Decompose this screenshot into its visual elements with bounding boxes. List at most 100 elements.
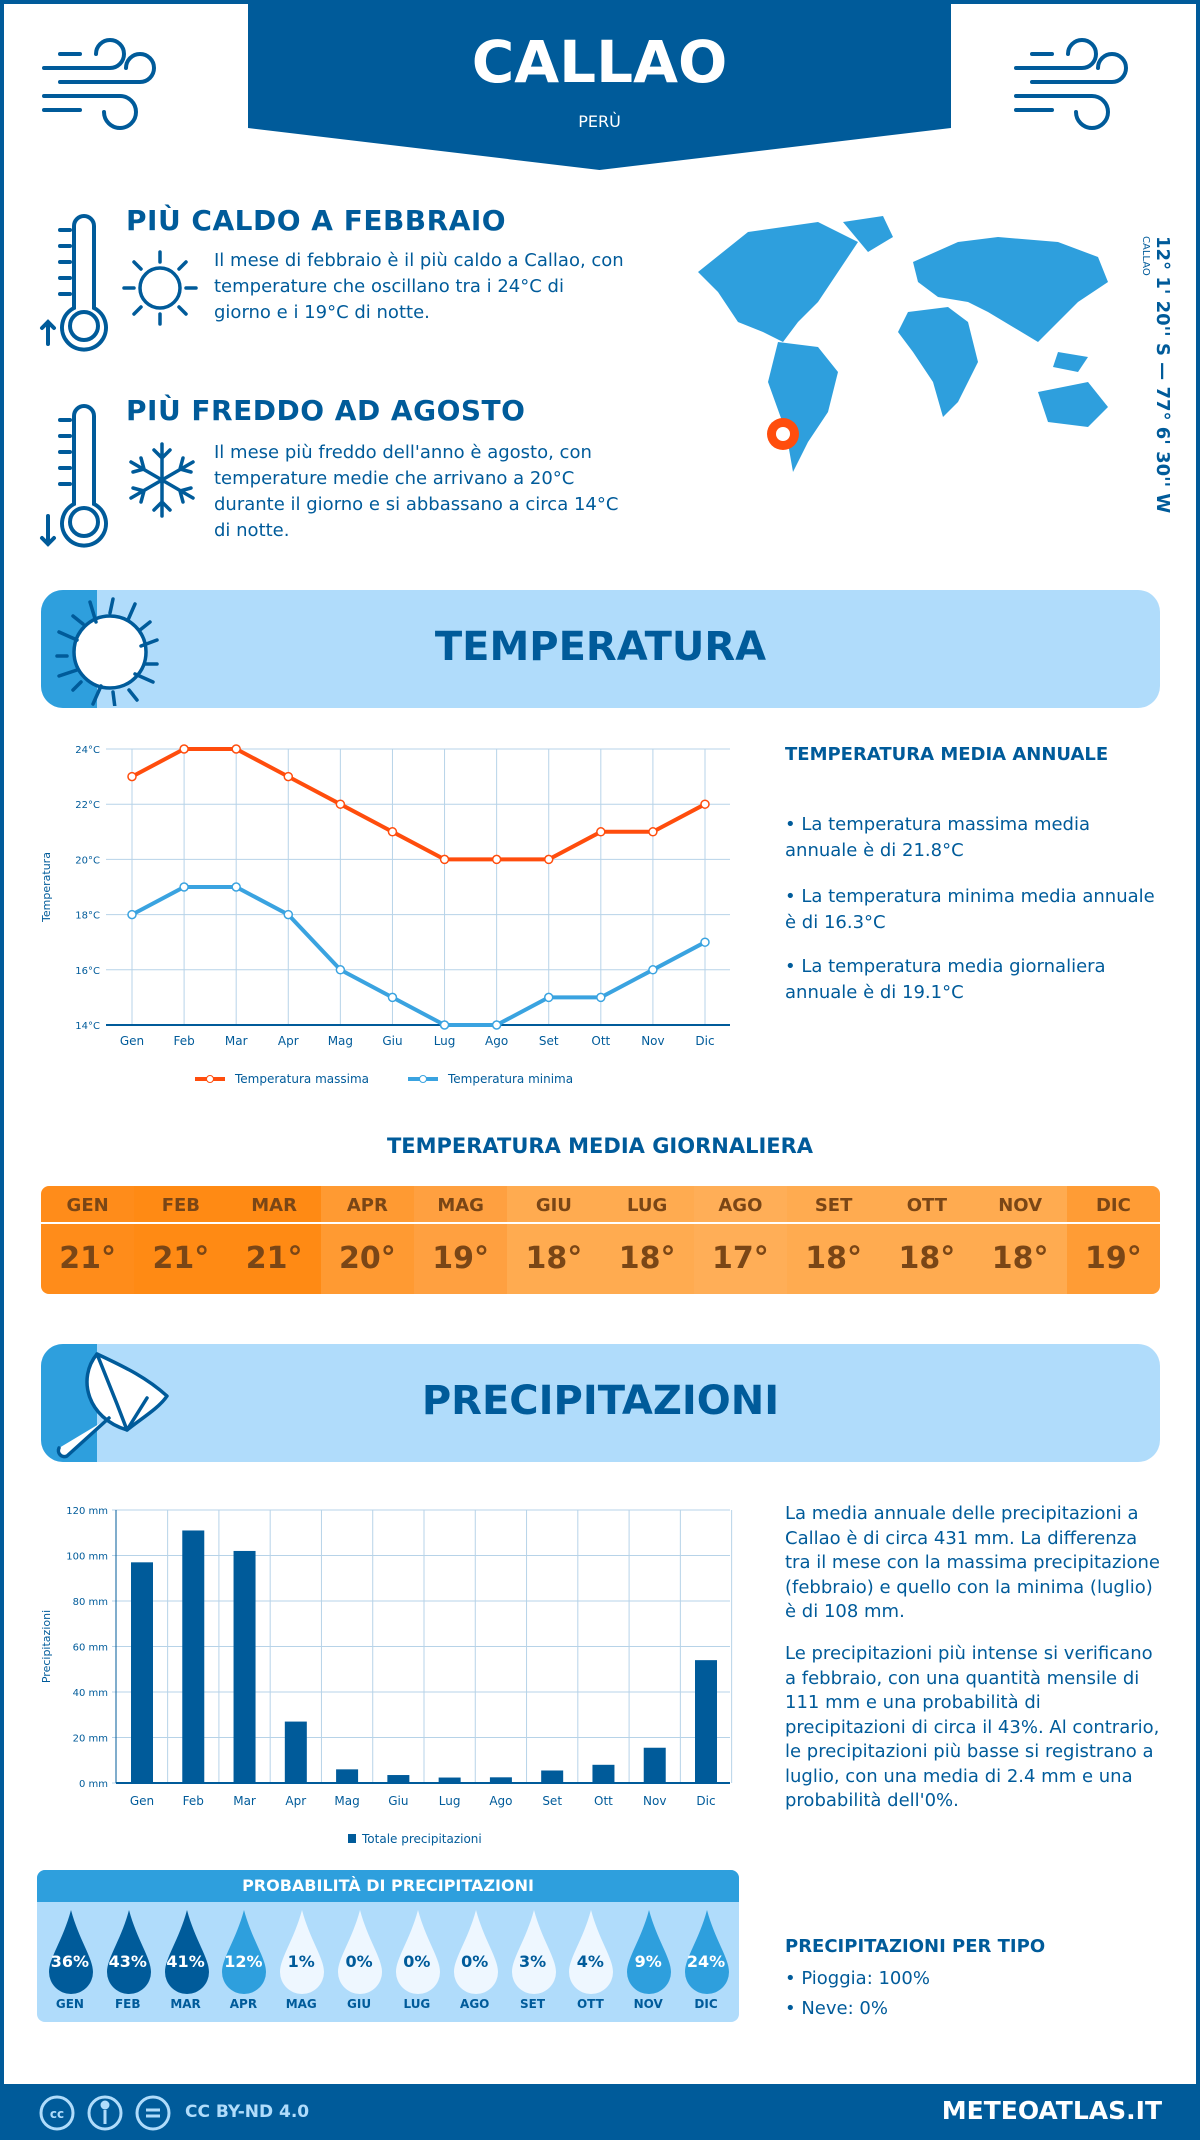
data-point bbox=[127, 909, 137, 920]
month-label: GEN bbox=[55, 1997, 84, 2011]
data-point bbox=[491, 854, 502, 865]
daily-temp-cell: AGO 17° bbox=[693, 1186, 787, 1294]
month-label: LUG bbox=[403, 1997, 431, 2011]
series-line-max bbox=[131, 747, 706, 862]
temp-value: 18° bbox=[991, 1241, 1049, 1276]
month-label: MAG bbox=[285, 1997, 317, 2011]
rain-drop: 36% GEN bbox=[41, 1902, 99, 2020]
daily-temp-cell: DIC 19° bbox=[1066, 1186, 1160, 1294]
daily-temp-cell: NOV 18° bbox=[973, 1186, 1067, 1294]
city-title: CALLAO bbox=[471, 28, 728, 96]
drop-icon bbox=[106, 1910, 151, 1994]
month-label: AGO bbox=[460, 1997, 490, 2011]
y-tick-label: 40 mm bbox=[73, 1688, 108, 1699]
rain-share: • Pioggia: 100% bbox=[785, 1968, 930, 1989]
umbrella-icon bbox=[56, 1352, 169, 1459]
month-label: AGO bbox=[693, 1186, 787, 1224]
month-label: DIC bbox=[694, 1997, 718, 2011]
probability-value: 24% bbox=[686, 1952, 726, 1971]
bar bbox=[131, 1562, 153, 1783]
y-tick-label: 18°C bbox=[75, 911, 100, 922]
data-point bbox=[700, 937, 710, 947]
header-banner bbox=[248, 0, 951, 170]
y-tick-label: 24°C bbox=[75, 745, 100, 756]
thermometer-up-icon bbox=[40, 214, 108, 352]
x-tick-label: Mag bbox=[334, 1794, 359, 1808]
rain-drop: 43% FEB bbox=[99, 1902, 157, 2020]
annual-min-bullet: • La temperatura minima media annuale è … bbox=[785, 886, 1155, 933]
temperature-banner: TEMPERATURA bbox=[41, 590, 1160, 708]
daily-temp-cell: APR 20° bbox=[320, 1186, 414, 1294]
y-tick-label: 60 mm bbox=[73, 1643, 108, 1654]
data-point bbox=[231, 744, 241, 754]
temp-value: 18° bbox=[618, 1241, 676, 1276]
annual-max-bullet: • La temperatura massima media annuale è… bbox=[785, 814, 1091, 861]
y-tick-label: 120 mm bbox=[66, 1506, 108, 1517]
data-point bbox=[543, 992, 554, 1003]
y-tick-label: 14°C bbox=[75, 1021, 100, 1032]
annual-avg-bullet: • La temperatura media giornaliera annua… bbox=[785, 956, 1106, 1003]
x-tick-label: Gen bbox=[130, 1794, 154, 1808]
month-label: FEB bbox=[114, 1997, 141, 2011]
legend-label: Totale precipitazioni bbox=[361, 1832, 482, 1846]
snow-share: • Neve: 0% bbox=[785, 1998, 888, 2019]
rain-drop: 41% MAR bbox=[157, 1902, 215, 2020]
data-point bbox=[543, 854, 554, 865]
data-point bbox=[439, 1020, 450, 1030]
wind-icon bbox=[1014, 38, 1128, 130]
drop-icon bbox=[453, 1910, 498, 1994]
x-tick-label: Ott bbox=[594, 1794, 613, 1808]
temperature-title: TEMPERATURA bbox=[434, 624, 767, 670]
month-label: NOV bbox=[633, 1997, 663, 2011]
rain-drop: 3% SET bbox=[504, 1902, 562, 2020]
rain-drop: 1% MAG bbox=[272, 1902, 330, 2020]
month-label: MAR bbox=[227, 1186, 321, 1224]
bar bbox=[233, 1550, 256, 1783]
probability-value: 4% bbox=[576, 1952, 604, 1971]
temp-value: 19° bbox=[432, 1241, 489, 1276]
rain-drop: 24% DIC bbox=[677, 1902, 735, 2020]
y-tick-label: 80 mm bbox=[73, 1597, 108, 1608]
month-label: APR bbox=[320, 1186, 414, 1224]
daily-temp-cell: SET 18° bbox=[787, 1186, 881, 1294]
precipitation-title: PRECIPITAZIONI bbox=[421, 1378, 780, 1424]
x-tick-label: Apr bbox=[278, 1034, 299, 1048]
daily-temp-cell: OTT 18° bbox=[880, 1186, 974, 1294]
data-point bbox=[335, 965, 346, 975]
data-point bbox=[179, 744, 189, 754]
x-tick-label: Mar bbox=[233, 1794, 256, 1808]
drop-icon bbox=[222, 1910, 267, 1994]
bar bbox=[643, 1747, 666, 1783]
month-label: APR bbox=[229, 1997, 258, 2011]
bar bbox=[336, 1769, 359, 1783]
month-label: SET bbox=[787, 1186, 881, 1224]
x-tick-label: Mag bbox=[328, 1034, 353, 1048]
bar bbox=[387, 1775, 410, 1783]
temp-value: 21° bbox=[245, 1241, 303, 1276]
drop-icon bbox=[511, 1910, 556, 1994]
sun-icon bbox=[55, 597, 159, 706]
month-label: GIU bbox=[347, 1997, 372, 2011]
x-tick-label: Set bbox=[539, 1034, 559, 1048]
data-point bbox=[439, 854, 450, 865]
daily-temp-cell: FEB 21° bbox=[134, 1186, 228, 1294]
legend-label: Temperatura massima bbox=[234, 1072, 369, 1086]
country-subtitle: PERÙ bbox=[578, 112, 621, 131]
probability-value: 12% bbox=[224, 1952, 263, 1971]
temp-value: 19° bbox=[1085, 1241, 1142, 1276]
x-tick-label: Lug bbox=[439, 1794, 461, 1808]
hottest-text: Il mese di febbraio è il più caldo a Cal… bbox=[214, 250, 624, 323]
data-point bbox=[179, 882, 189, 892]
probability-value: 41% bbox=[166, 1952, 205, 1971]
probability-value: 1% bbox=[287, 1952, 315, 1971]
month-label: OTT bbox=[576, 1997, 604, 2011]
series-line-min bbox=[131, 885, 706, 1027]
bar bbox=[695, 1660, 717, 1783]
data-point bbox=[387, 992, 398, 1003]
y-tick-label: 20 mm bbox=[73, 1734, 108, 1745]
probability-title: PROBABILITÀ DI PRECIPITAZIONI bbox=[37, 1870, 739, 1902]
site-link[interactable]: METEOATLAS.IT bbox=[941, 2096, 1162, 2125]
daily-temp-title: TEMPERATURA MEDIA GIORNALIERA bbox=[386, 1134, 814, 1158]
daily-temp-table: GEN 21° FEB 21° MAR 21° APR 20° MAG 19° GIU 18° LUG 1… bbox=[41, 1186, 1160, 1294]
data-point bbox=[231, 882, 241, 892]
